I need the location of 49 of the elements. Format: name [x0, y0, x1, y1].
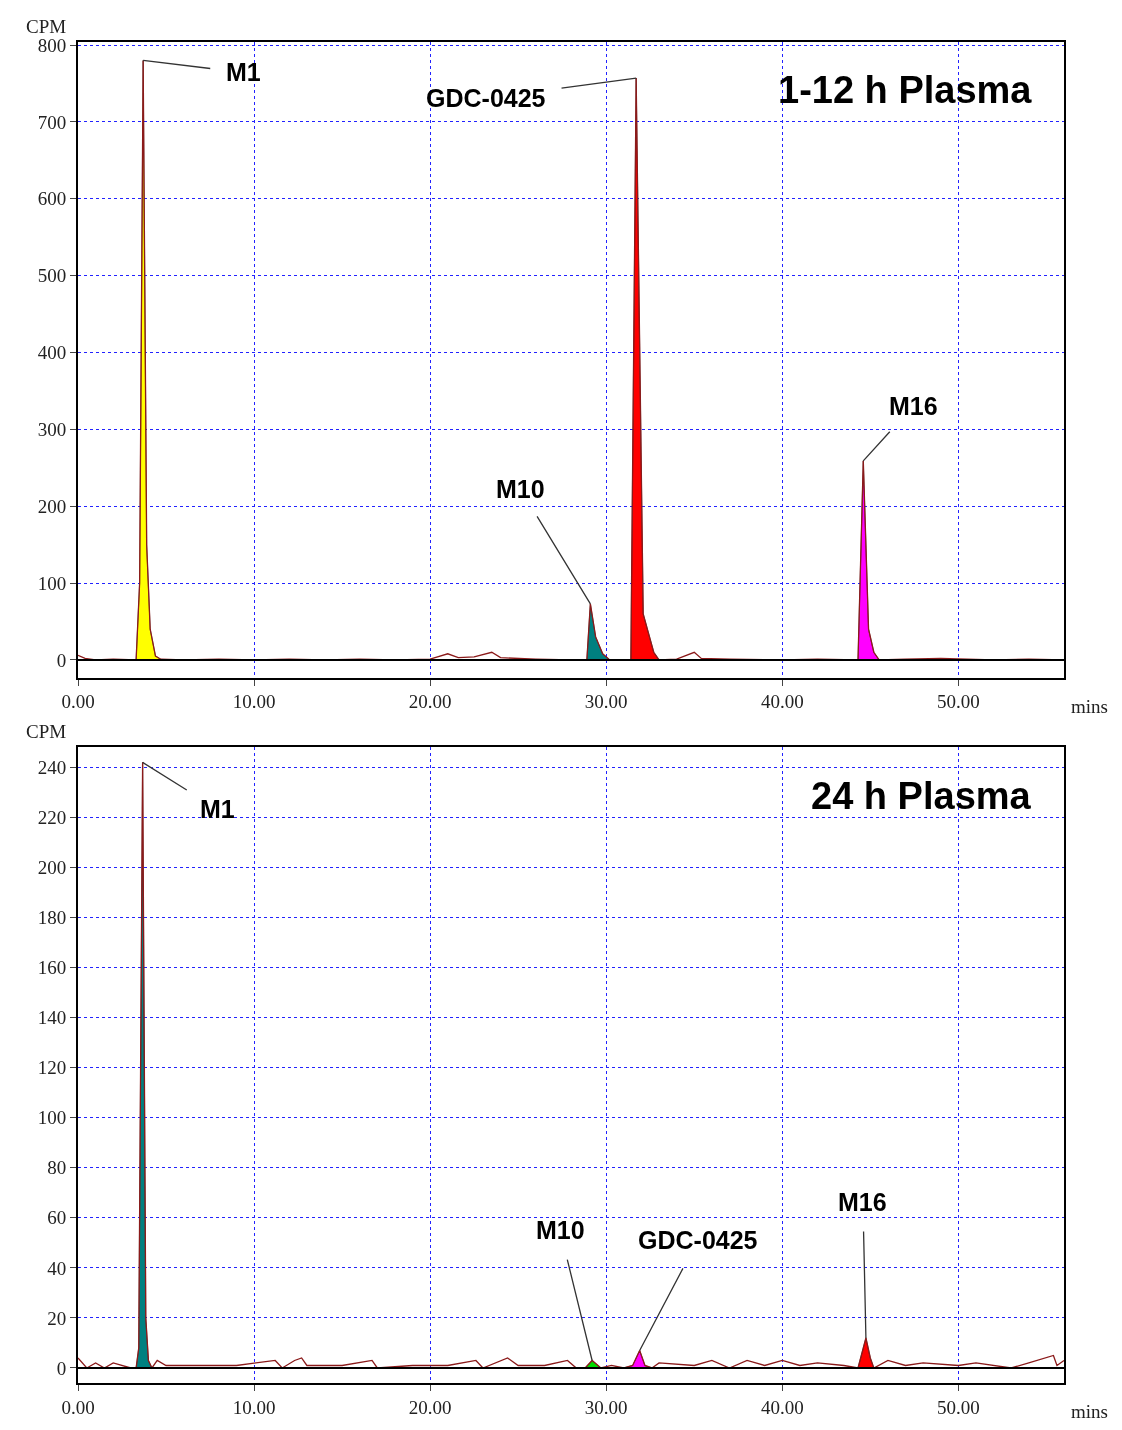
- y-tick-label: 100: [37, 1107, 67, 1129]
- x-tick-label: 20.00: [408, 691, 452, 713]
- annotation: M1: [200, 795, 235, 823]
- y-tick-label: 500: [37, 265, 67, 287]
- y-tick-label: 600: [37, 188, 67, 210]
- y-tick-label: 200: [37, 495, 67, 517]
- x-axis-title: mins: [1071, 1401, 1108, 1422]
- x-tick-label: 40.00: [760, 691, 804, 713]
- x-tick-label: 20.00: [408, 1396, 452, 1418]
- y-tick-label: 240: [37, 757, 67, 779]
- annotation: GDC-0425: [638, 1226, 758, 1254]
- annotation: M1: [226, 58, 261, 86]
- annotation: M10: [496, 475, 545, 503]
- y-tick-label: 100: [37, 572, 67, 594]
- y-tick-label: 60: [47, 1207, 67, 1229]
- y-tick-label: 700: [37, 111, 67, 133]
- x-tick-label: 30.00: [584, 691, 628, 713]
- y-tick-label: 120: [37, 1057, 67, 1079]
- x-tick-label: 10.00: [232, 1396, 276, 1418]
- x-tick-label: 10.00: [232, 691, 276, 713]
- x-axis-title: mins: [1071, 696, 1108, 717]
- y-tick-label: 160: [37, 957, 67, 979]
- y-tick-label: 40: [47, 1257, 67, 1279]
- y-axis-title: CPM: [26, 721, 67, 742]
- y-tick-label: 300: [37, 419, 67, 441]
- annotation: GDC-0425: [426, 84, 546, 112]
- y-tick-label: 180: [37, 907, 67, 929]
- x-tick-label: 50.00: [936, 1396, 980, 1418]
- annotation: M10: [536, 1216, 585, 1244]
- annotation: M16: [889, 392, 938, 420]
- y-tick-label: 0: [56, 649, 67, 671]
- annotation: M16: [838, 1188, 887, 1216]
- x-tick-label: 0.00: [61, 1396, 95, 1418]
- line-series: [78, 761, 1064, 1369]
- text: 24 h Plasma: [811, 775, 1032, 817]
- y-tick-label: 140: [37, 1007, 67, 1029]
- y-tick-label: 0: [56, 1357, 67, 1379]
- y-tick-label: 200: [37, 857, 67, 879]
- y-tick-label: 800: [37, 34, 67, 56]
- y-axis-title: CPM: [26, 16, 67, 37]
- y-tick-label: 220: [37, 807, 67, 829]
- text: 1-12 h Plasma: [778, 69, 1033, 111]
- x-tick-label: 0.00: [61, 691, 95, 713]
- y-tick-label: 80: [47, 1157, 67, 1179]
- x-tick-label: 50.00: [936, 691, 980, 713]
- y-tick-label: 20: [47, 1307, 67, 1329]
- x-tick-label: 40.00: [760, 1396, 804, 1418]
- y-tick-label: 400: [37, 342, 67, 364]
- x-tick-label: 30.00: [584, 1396, 628, 1418]
